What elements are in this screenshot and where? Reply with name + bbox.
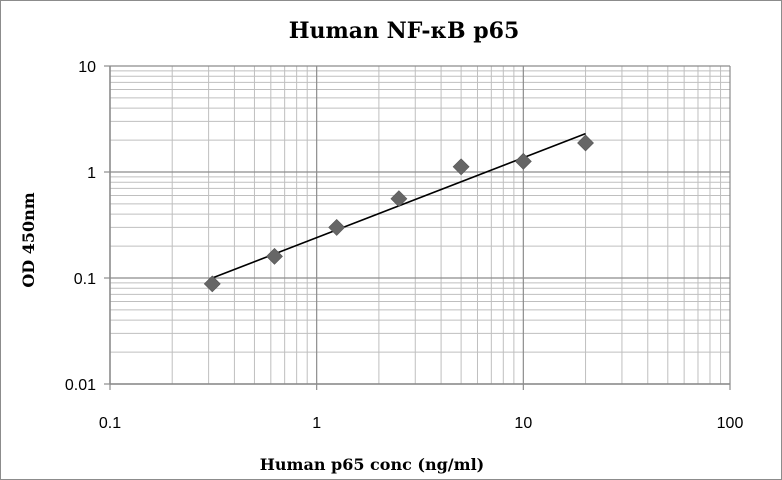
data-point-diamond xyxy=(203,275,221,293)
axes xyxy=(109,66,730,385)
x-axis-label: Human p65 conc (ng/ml) xyxy=(260,455,484,474)
y-tick-label: 10 xyxy=(78,59,96,76)
minor-gridlines xyxy=(110,66,730,384)
data-point-diamond xyxy=(266,247,283,265)
y-axis-label: OD 450nm xyxy=(19,192,38,287)
data-point-diamond xyxy=(577,134,594,152)
data-point-diamond xyxy=(452,158,470,176)
x-tick-label: 1 xyxy=(312,415,321,432)
x-tick-label: 10 xyxy=(514,415,532,432)
y-tick-label: 0.1 xyxy=(74,271,96,288)
data-point-diamond xyxy=(328,219,346,236)
major-gridlines xyxy=(109,65,731,385)
tick-marks xyxy=(104,65,731,390)
x-tick-label: 0.1 xyxy=(99,415,121,432)
data-point-diamond xyxy=(514,152,532,170)
x-tick-labels: 0.1 1 10 100 xyxy=(99,415,744,432)
y-tick-label: 1 xyxy=(87,165,96,182)
y-tick-label: 0.01 xyxy=(65,377,96,394)
x-tick-label: 100 xyxy=(717,415,744,432)
chart-title: Human NF-κB p65 xyxy=(289,18,520,44)
data-points xyxy=(203,134,594,293)
data-point-diamond xyxy=(390,190,408,208)
y-tick-labels: 0.01 0.1 1 10 xyxy=(65,59,96,394)
